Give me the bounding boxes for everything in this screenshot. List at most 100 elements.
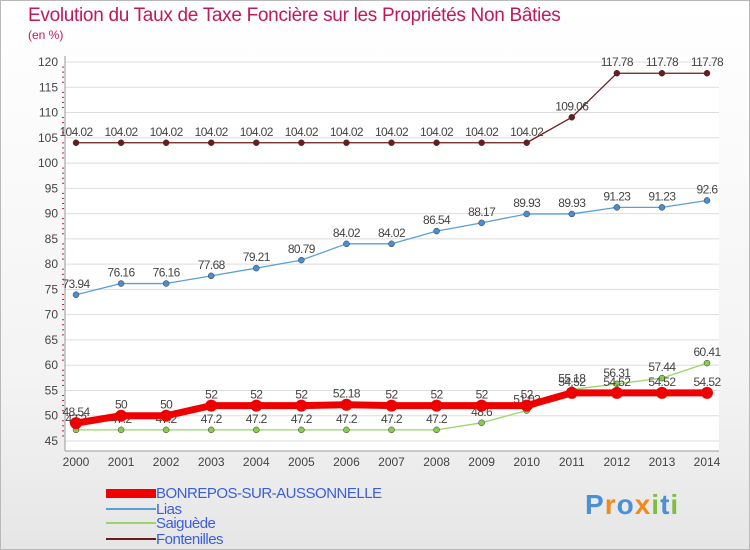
legend-label-bonrepos: BONREPOS-SUR-AUSSONNELLE	[156, 484, 382, 502]
x-tick-label: 2007	[378, 455, 405, 469]
data-label: 54.52	[558, 375, 586, 389]
data-label: 104.02	[510, 125, 544, 139]
data-point	[613, 69, 621, 77]
data-point	[658, 204, 666, 211]
x-tick-label: 2003	[198, 455, 225, 469]
x-tick-label: 2005	[288, 455, 315, 469]
data-point	[295, 399, 308, 412]
y-tick-label: 80	[45, 257, 59, 271]
data-point	[523, 210, 530, 218]
data-point	[658, 374, 666, 382]
data-label: 104.02	[330, 125, 364, 139]
data-point	[340, 398, 353, 411]
data-label: 92.6	[697, 182, 719, 196]
legend-swatch-saiguede	[106, 522, 156, 524]
data-label: 57.44	[648, 360, 676, 374]
data-label: 47.2	[381, 412, 403, 426]
data-label: 117.78	[601, 55, 634, 69]
data-label: 117.78	[646, 55, 679, 69]
data-label: 52	[385, 388, 398, 402]
data-point	[205, 399, 218, 412]
data-point	[343, 426, 350, 434]
data-point	[478, 219, 485, 227]
data-label: 52	[476, 388, 489, 402]
data-label: 104.02	[150, 125, 184, 139]
x-tick-label: 2011	[559, 455, 585, 469]
data-label: 52	[521, 388, 534, 402]
y-tick-label: 85	[45, 232, 59, 246]
data-label: 89.93	[558, 196, 586, 210]
data-label: 104.02	[465, 125, 499, 139]
x-tick-label: 2006	[333, 455, 360, 469]
data-point	[117, 280, 125, 287]
x-tick-label: 2012	[604, 455, 631, 469]
data-point	[72, 291, 80, 299]
data-point	[207, 426, 215, 434]
data-point	[117, 426, 125, 434]
data-label: 91.23	[603, 189, 631, 203]
legend-item-fontenilles: Fontenilles	[106, 530, 224, 548]
data-point	[565, 386, 578, 399]
data-label: 104.02	[285, 125, 319, 139]
data-label: 54.52	[648, 375, 676, 389]
proxiti-logo: Proxiti	[585, 489, 679, 521]
data-label: 84.02	[378, 226, 406, 240]
data-point	[610, 386, 623, 399]
data-label: 48.54	[62, 405, 90, 419]
data-point	[613, 204, 621, 211]
x-tick-label: 2008	[423, 455, 450, 469]
data-point	[207, 139, 215, 147]
data-label: 76.16	[153, 266, 181, 280]
y-tick-label: 90	[45, 207, 59, 221]
data-label: 73.94	[62, 277, 90, 291]
data-point	[478, 419, 485, 427]
data-label: 104.02	[59, 125, 93, 139]
legend-label-fontenilles: Fontenilles	[156, 530, 224, 548]
data-point	[385, 399, 398, 412]
data-point	[523, 139, 530, 147]
y-tick-label: 70	[45, 308, 59, 322]
data-label: 50	[115, 398, 128, 412]
data-point	[343, 139, 350, 147]
data-point	[298, 426, 305, 434]
data-point	[701, 386, 713, 399]
x-tick-label: 2013	[649, 455, 676, 469]
x-tick-label: 2004	[243, 455, 270, 469]
data-point	[568, 210, 576, 218]
data-label: 86.54	[423, 213, 451, 227]
data-point	[253, 264, 260, 272]
data-point	[388, 240, 395, 248]
data-point	[433, 227, 440, 235]
data-point	[162, 280, 170, 287]
data-point	[475, 399, 488, 412]
data-label: 77.68	[198, 258, 226, 272]
data-label: 52.18	[333, 387, 361, 401]
data-label: 117.78	[691, 55, 724, 69]
data-label: 84.02	[333, 226, 361, 240]
data-point	[115, 409, 128, 422]
data-point	[388, 139, 395, 147]
logo-letter: t	[660, 489, 671, 520]
x-tick-label: 2009	[468, 455, 495, 469]
data-label: 54.52	[693, 375, 721, 389]
data-label: 52	[250, 388, 263, 402]
data-point	[430, 399, 443, 412]
data-label: 47.2	[246, 412, 268, 426]
data-label: 47.2	[336, 412, 358, 426]
y-tick-label: 65	[45, 333, 59, 347]
data-label: 104.02	[375, 125, 409, 139]
data-point	[478, 139, 485, 147]
data-label: 52	[205, 388, 218, 402]
data-point	[433, 426, 440, 434]
data-point	[703, 69, 711, 77]
data-label: 56.31	[603, 366, 631, 380]
y-tick-label: 110	[39, 106, 58, 120]
legend-label-saiguede: Saiguède	[156, 514, 216, 532]
y-tick-label: 45	[45, 434, 59, 448]
data-point	[72, 139, 80, 147]
y-tick-label: 60	[45, 358, 59, 372]
data-label: 55.18	[558, 372, 586, 386]
y-axis-unit-label: (en %)	[28, 28, 64, 42]
legend-swatch-bonrepos	[106, 488, 156, 498]
